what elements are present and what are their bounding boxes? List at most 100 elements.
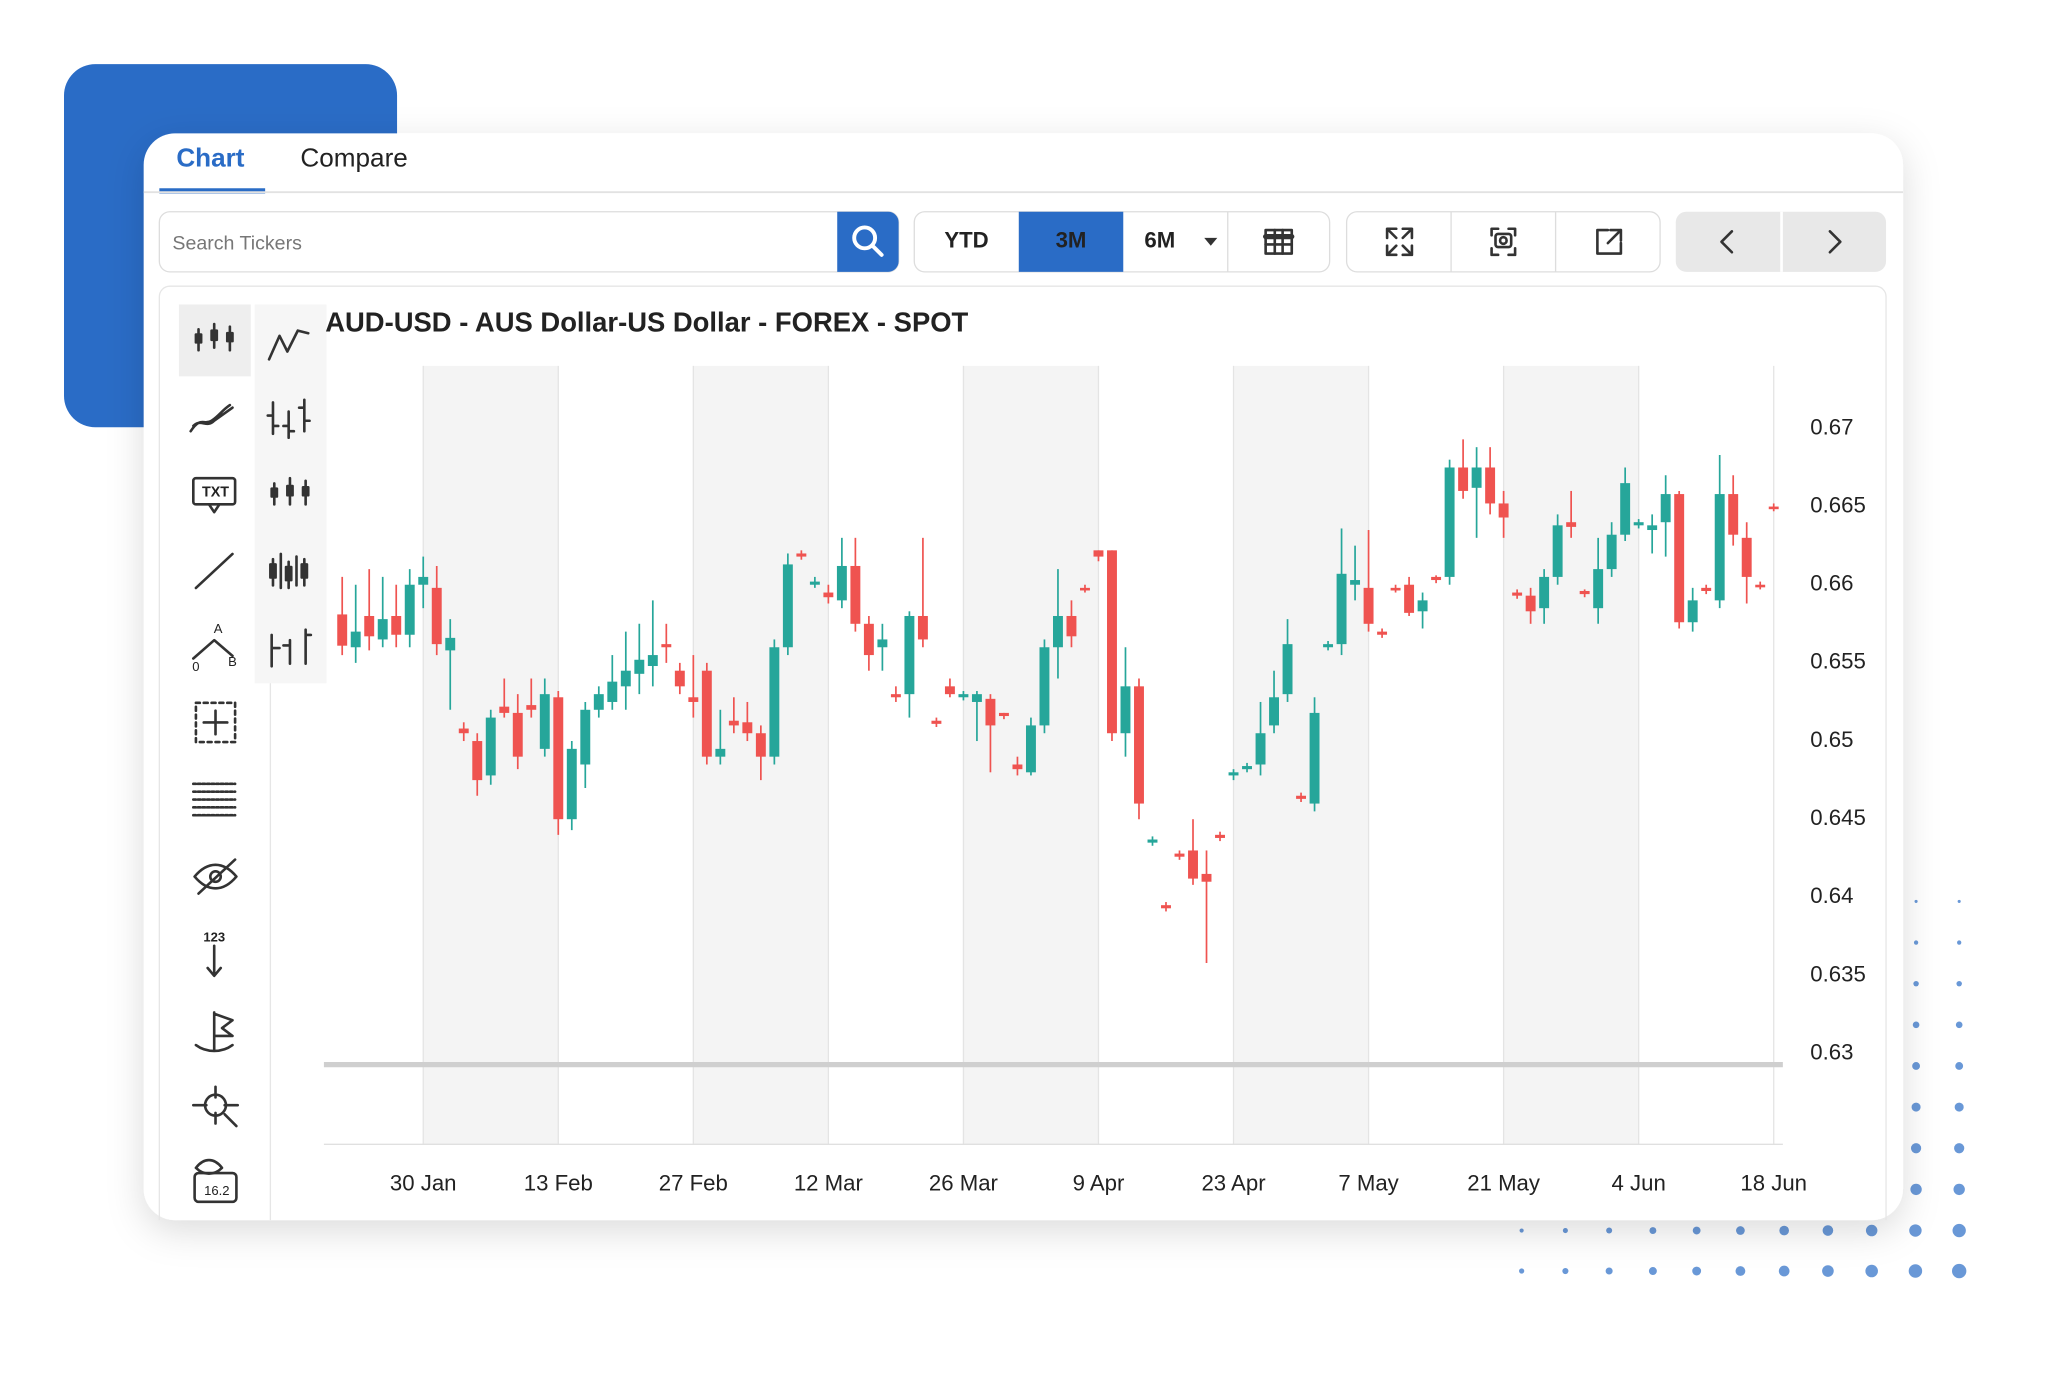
candle-body xyxy=(958,694,969,698)
candle-body xyxy=(917,615,928,640)
decor-dot xyxy=(1955,1021,1963,1029)
y-tick-label: 0.66 xyxy=(1810,571,1853,596)
chart-panel xyxy=(158,285,1887,1221)
decor-dot xyxy=(1953,1183,1965,1196)
decor-dot xyxy=(1914,899,1918,903)
candle-body xyxy=(782,564,793,648)
tab[interactable]: Compare xyxy=(300,142,407,172)
candle-body xyxy=(580,709,591,765)
candle-body xyxy=(553,697,564,820)
candle-body xyxy=(1566,522,1577,527)
x-tick-label: 4 Jun xyxy=(1612,1171,1666,1196)
candle-body xyxy=(1228,772,1239,776)
range-button[interactable]: 3M xyxy=(1056,228,1087,253)
candle-body xyxy=(1161,905,1171,909)
zoom-tool[interactable] xyxy=(194,701,237,744)
candle-body xyxy=(1309,712,1320,804)
candle-body xyxy=(769,647,780,757)
fib-tool[interactable] xyxy=(192,638,234,660)
candle-body xyxy=(1674,494,1685,623)
candle-body xyxy=(1755,584,1766,588)
hlc-tool[interactable] xyxy=(270,628,313,668)
decor-dot xyxy=(1957,899,1961,903)
candle-body xyxy=(742,722,753,734)
candle-body xyxy=(1620,483,1631,535)
ohlc-tool[interactable] xyxy=(266,398,311,440)
tool-label: 16.2 xyxy=(204,1183,229,1198)
tool-label: 0 xyxy=(192,659,199,674)
candle-body xyxy=(998,712,1009,717)
line-tool[interactable] xyxy=(267,329,310,361)
y-tick-label: 0.635 xyxy=(1810,961,1866,986)
candle-body xyxy=(593,694,604,710)
share-icon[interactable] xyxy=(1596,228,1623,255)
candle-body xyxy=(1606,534,1617,570)
y-tick-label: 0.63 xyxy=(1810,1040,1853,1065)
decor-dot xyxy=(1952,1223,1966,1238)
candle-body xyxy=(931,720,942,724)
candle-body xyxy=(1147,839,1158,843)
candle-body xyxy=(526,705,537,710)
decor-dot xyxy=(1956,980,1962,987)
button-group xyxy=(1345,211,1661,273)
dropdown-arrow[interactable] xyxy=(1204,237,1218,246)
tool-label: 123 xyxy=(203,929,225,944)
screenshot-icon[interactable] xyxy=(1490,227,1517,257)
hollow-candles-tool[interactable] xyxy=(270,476,310,506)
candle-body xyxy=(539,694,550,749)
candle-body xyxy=(944,686,955,695)
trendline-tool[interactable] xyxy=(194,552,234,590)
sort-tool[interactable] xyxy=(206,944,223,978)
candle-body xyxy=(1039,647,1050,726)
search-button[interactable] xyxy=(837,211,899,272)
candles-tool[interactable] xyxy=(194,322,234,352)
candle-body xyxy=(485,717,496,776)
grid-tool[interactable] xyxy=(192,782,237,817)
magnifier-tool[interactable] xyxy=(192,1085,240,1128)
candle-body xyxy=(1714,494,1725,601)
search-icon xyxy=(852,225,878,251)
plot: 30 Jan 13 Feb 27 Feb 12 Mar 26 Mar 9 Apr 23 Ap… xyxy=(323,365,1866,1196)
candle-body xyxy=(1377,631,1388,635)
table-icon[interactable] xyxy=(1263,228,1295,255)
candle-body xyxy=(674,670,685,687)
hide-tool[interactable] xyxy=(193,858,238,895)
fullscreen-icon[interactable] xyxy=(1385,227,1414,257)
candle-body xyxy=(985,698,996,726)
text-tool[interactable] xyxy=(191,476,237,506)
range-button[interactable]: 6M xyxy=(1144,228,1175,253)
candle-body xyxy=(1120,686,1131,734)
candle-body xyxy=(850,565,861,624)
candle-body xyxy=(1660,494,1671,523)
tab[interactable]: Chart xyxy=(176,142,244,172)
candle-body xyxy=(1080,587,1090,591)
candle-body xyxy=(1471,467,1482,488)
bar-tool[interactable] xyxy=(269,552,309,590)
ma-tool[interactable] xyxy=(189,403,234,433)
candle-body xyxy=(1350,580,1361,585)
prev-button[interactable] xyxy=(1720,230,1734,254)
candle-body xyxy=(1323,644,1334,648)
decor-dot xyxy=(1911,1102,1921,1112)
x-tick-label: 26 Mar xyxy=(929,1171,999,1196)
tool-label: A xyxy=(214,621,223,636)
candle-body xyxy=(404,584,415,635)
decor-dot xyxy=(1954,1102,1964,1112)
candle-body xyxy=(1647,525,1658,531)
active-range xyxy=(1018,211,1124,272)
candle-body xyxy=(1215,834,1225,838)
candle-body xyxy=(890,694,901,698)
next-button[interactable] xyxy=(1828,230,1842,254)
candle-body xyxy=(1444,467,1455,577)
range-button[interactable]: YTD xyxy=(944,228,988,253)
x-tick-label: 21 May xyxy=(1467,1171,1541,1196)
decor-dot xyxy=(1562,1267,1569,1275)
decor-dot xyxy=(1954,1143,1965,1154)
candle-body xyxy=(431,587,442,645)
candle-body xyxy=(1593,569,1604,609)
candle-body xyxy=(1404,584,1415,613)
flag-tool[interactable] xyxy=(194,1011,234,1053)
candle-body xyxy=(971,694,982,702)
candle-body xyxy=(1552,525,1563,577)
candle-body xyxy=(661,644,672,648)
